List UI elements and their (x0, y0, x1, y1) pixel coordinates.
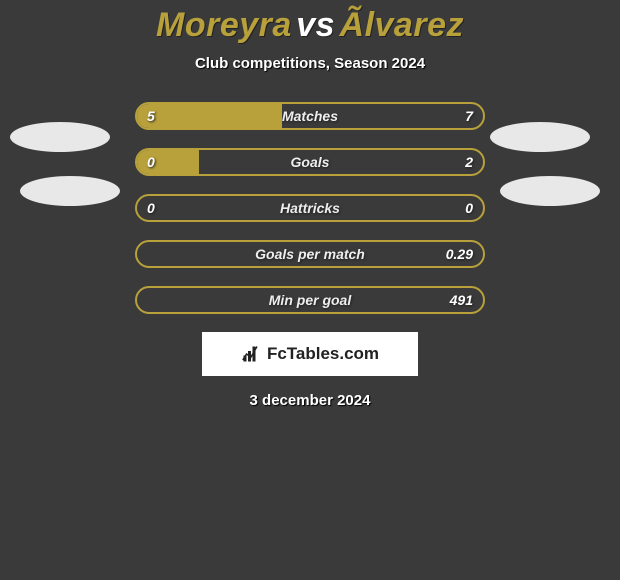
brand-box[interactable]: FcTables.com (202, 332, 418, 376)
stat-row: Goals per match 0.29 (135, 240, 485, 268)
title-player-b: Ãlvarez (340, 6, 464, 44)
stats-block: 5 Matches 7 0 Goals 2 0 Hattricks 0 Goals per mat… (135, 102, 485, 314)
title-player-a: Moreyra (156, 6, 292, 44)
stat-label: Goals (291, 154, 330, 170)
brand-text: FcTables.com (267, 344, 379, 364)
avatar (490, 122, 590, 152)
title-vs: vs (296, 6, 335, 44)
stat-label: Goals per match (255, 246, 365, 262)
stat-right-value: 7 (465, 108, 473, 124)
stat-right-value: 0.29 (446, 246, 473, 262)
avatar (20, 176, 120, 206)
stat-label: Matches (282, 108, 338, 124)
page-title-row: Moreyra vs Ãlvarez (0, 0, 620, 45)
stat-row: Min per goal 491 (135, 286, 485, 314)
stat-left-value: 0 (147, 154, 155, 170)
stat-right-value: 2 (465, 154, 473, 170)
stat-right-value: 0 (465, 200, 473, 216)
stat-left-value: 0 (147, 200, 155, 216)
stat-row: 0 Hattricks 0 (135, 194, 485, 222)
stat-fill (137, 104, 282, 128)
stat-label: Min per goal (269, 292, 351, 308)
stat-label: Hattricks (280, 200, 340, 216)
stat-right-value: 491 (450, 292, 473, 308)
stat-row: 0 Goals 2 (135, 148, 485, 176)
date-line: 3 december 2024 (0, 392, 620, 409)
avatar (500, 176, 600, 206)
bar-chart-icon (241, 345, 261, 363)
stat-row: 5 Matches 7 (135, 102, 485, 130)
stat-left-value: 5 (147, 108, 155, 124)
subtitle: Club competitions, Season 2024 (0, 55, 620, 72)
avatar (10, 122, 110, 152)
